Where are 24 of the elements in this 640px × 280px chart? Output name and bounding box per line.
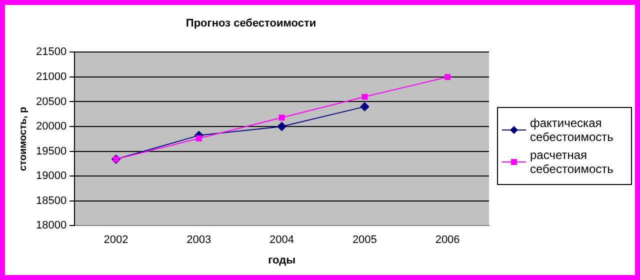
point (444, 74, 451, 80)
y-tick-label: 18000 (36, 220, 67, 232)
point (362, 94, 368, 100)
x-tick-label: 2004 (270, 234, 294, 246)
y-tick-label: 20500 (36, 96, 67, 108)
y-tick-label: 21500 (36, 46, 67, 58)
y-tick-label: 20000 (36, 120, 67, 133)
x-tick-label: 2006 (435, 234, 460, 246)
y-tick-label: 21000 (36, 71, 67, 84)
y-tick-label: 19000 (36, 170, 67, 182)
x-tick-label: 2005 (352, 234, 377, 246)
legend-label: расчетная себестоимость (530, 148, 614, 176)
point (196, 135, 202, 142)
x-tick-label: 2002 (104, 234, 128, 246)
point (277, 122, 286, 132)
y-tick-label: 18500 (36, 194, 67, 207)
y-tick-label: 19500 (36, 145, 67, 158)
x-tick-label: 2003 (186, 234, 212, 246)
y-axis-title: стоимость, р (18, 106, 29, 171)
x-axis-title: годы (268, 254, 296, 266)
chart-title: Прогноз себестоимости (186, 18, 316, 30)
point (278, 114, 285, 121)
point (360, 102, 370, 112)
legend-label: фактическая себестоимость (530, 116, 614, 144)
